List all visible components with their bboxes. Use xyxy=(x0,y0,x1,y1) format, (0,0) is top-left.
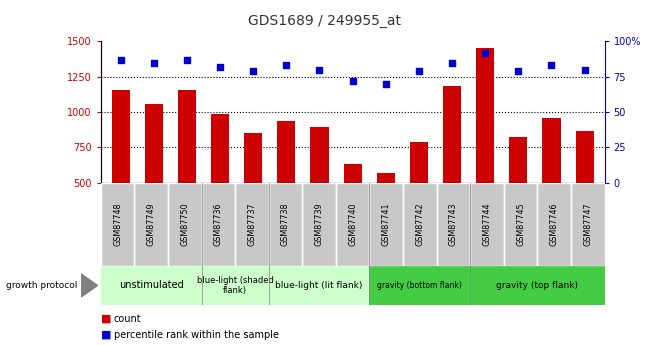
Bar xyxy=(376,173,395,254)
Point xyxy=(513,68,523,74)
Polygon shape xyxy=(81,274,98,297)
Bar xyxy=(202,266,268,305)
Text: blue-light (shaded
flank): blue-light (shaded flank) xyxy=(197,276,274,295)
Point xyxy=(182,57,192,62)
Bar xyxy=(112,90,130,254)
Point xyxy=(347,78,358,84)
Point xyxy=(447,60,457,65)
Bar xyxy=(504,183,538,266)
Point xyxy=(248,68,259,74)
Text: GSM87737: GSM87737 xyxy=(248,203,256,246)
Text: GSM87746: GSM87746 xyxy=(550,203,558,246)
Text: GSM87749: GSM87749 xyxy=(147,203,155,246)
Point xyxy=(380,81,391,87)
Point xyxy=(215,64,226,70)
Bar xyxy=(101,266,202,305)
Point xyxy=(546,63,556,68)
Bar xyxy=(470,183,504,266)
Bar xyxy=(575,130,593,254)
Bar xyxy=(268,183,302,266)
Text: GSM87742: GSM87742 xyxy=(415,203,424,246)
Text: GSM87745: GSM87745 xyxy=(516,203,525,246)
Bar xyxy=(437,183,470,266)
Bar xyxy=(244,133,263,254)
Point xyxy=(480,50,490,56)
Bar xyxy=(302,183,336,266)
Text: percentile rank within the sample: percentile rank within the sample xyxy=(114,330,279,339)
Text: gravity (bottom flank): gravity (bottom flank) xyxy=(378,281,462,290)
Bar xyxy=(145,104,163,254)
Point xyxy=(315,67,325,72)
Bar xyxy=(369,266,470,305)
Text: GSM87739: GSM87739 xyxy=(315,203,324,246)
Bar xyxy=(278,121,296,254)
Text: ■: ■ xyxy=(101,314,111,324)
Bar xyxy=(509,137,527,254)
Bar xyxy=(310,127,329,254)
Bar xyxy=(476,48,494,254)
Point xyxy=(413,68,424,74)
Bar xyxy=(178,90,196,254)
Bar xyxy=(542,118,560,254)
Bar xyxy=(235,183,268,266)
Bar xyxy=(211,114,229,254)
Text: ■: ■ xyxy=(101,330,111,339)
Text: GSM87738: GSM87738 xyxy=(281,203,290,246)
Text: GSM87748: GSM87748 xyxy=(113,203,122,246)
Text: GSM87743: GSM87743 xyxy=(449,203,458,246)
Bar xyxy=(135,183,168,266)
Bar xyxy=(101,183,135,266)
Text: growth protocol: growth protocol xyxy=(6,281,78,290)
Bar xyxy=(470,266,604,305)
Bar xyxy=(168,183,202,266)
Point xyxy=(281,63,292,68)
Bar xyxy=(202,183,235,266)
Bar xyxy=(538,183,571,266)
Bar xyxy=(268,266,369,305)
Text: GSM87741: GSM87741 xyxy=(382,203,391,246)
Bar xyxy=(336,183,369,266)
Bar xyxy=(410,142,428,254)
Text: GSM87750: GSM87750 xyxy=(180,203,189,246)
Bar xyxy=(403,183,437,266)
Text: unstimulated: unstimulated xyxy=(119,280,183,290)
Bar xyxy=(343,164,362,254)
Text: GSM87744: GSM87744 xyxy=(482,203,491,246)
Text: gravity (top flank): gravity (top flank) xyxy=(497,281,578,290)
Point xyxy=(116,57,126,62)
Point xyxy=(149,60,159,65)
Text: GSM87747: GSM87747 xyxy=(583,203,592,246)
Bar xyxy=(443,86,461,254)
Bar xyxy=(369,183,403,266)
Text: blue-light (lit flank): blue-light (lit flank) xyxy=(276,281,363,290)
Text: GSM87740: GSM87740 xyxy=(348,203,357,246)
Text: GSM87736: GSM87736 xyxy=(214,203,223,246)
Bar xyxy=(571,183,605,266)
Point xyxy=(579,67,590,72)
Text: GDS1689 / 249955_at: GDS1689 / 249955_at xyxy=(248,14,402,28)
Text: count: count xyxy=(114,314,142,324)
